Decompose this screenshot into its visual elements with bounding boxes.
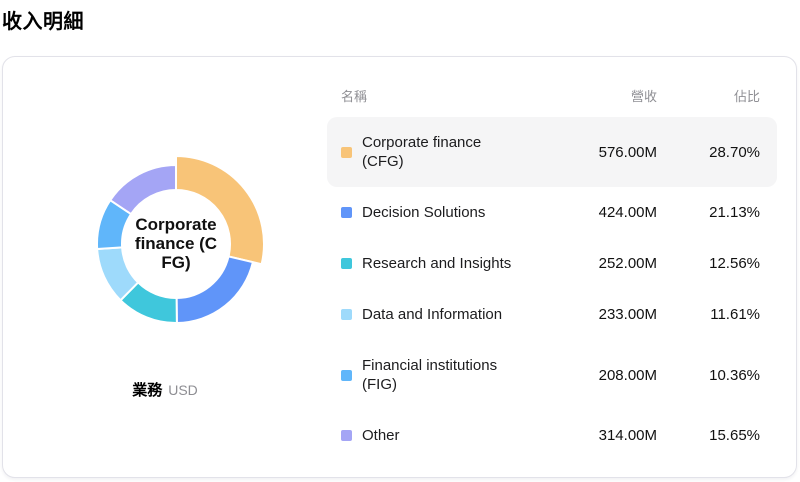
series-name-cell: Financial institutions (FIG) [341, 356, 552, 394]
series-name-cell: Decision Solutions [341, 203, 552, 222]
series-share-value: 21.13% [709, 204, 760, 221]
series-color-marker-icon [341, 369, 352, 381]
series-revenue-value: 252.00M [598, 255, 657, 272]
table-row[interactable]: Financial institutions (FIG) 208.00M 10.36% [327, 340, 777, 410]
series-name-cell: Other [341, 426, 552, 445]
series-name-label: Decision Solutions [362, 204, 486, 221]
donut-slice[interactable] [175, 155, 265, 266]
series-revenue-value: 576.00M [598, 143, 657, 161]
series-revenue-value: 208.00M [598, 366, 657, 384]
header-revenue: 營收 [630, 89, 657, 104]
table-header-row: 名稱 營收 佔比 [327, 87, 777, 104]
currency-unit-label: USD [168, 382, 198, 398]
series-share-value: 10.36% [709, 366, 760, 384]
table-row[interactable]: Corporate finance (CFG) 576.00M 28.70% [327, 117, 777, 187]
donut-slice[interactable] [109, 164, 177, 216]
series-color-marker-icon [341, 207, 352, 218]
revenue-breakdown-card: Corporate finance (C FG) 業務 USD 名稱 營收 佔比 Co… [2, 56, 797, 478]
series-revenue-value: 233.00M [598, 306, 657, 323]
table-row[interactable]: Other 314.00M 15.65% [327, 410, 777, 461]
series-name-label: Research and Insights [362, 255, 512, 272]
series-name-label: Financial institutions (FIG) [362, 357, 498, 393]
series-table-body: Corporate finance (CFG) 576.00M 28.70% Decis… [327, 117, 777, 461]
series-name-label: Other [362, 427, 400, 444]
header-share: 佔比 [733, 89, 760, 104]
chart-footer: 業務 USD [3, 379, 327, 400]
series-color-marker-icon [341, 146, 352, 158]
table-row[interactable]: Research and Insights 252.00M 12.56% [327, 238, 777, 289]
series-table: 名稱 營收 佔比 Corporate finance (CFG) 576.00M 28… [327, 87, 777, 461]
series-name-label: Corporate finance (CFG) [362, 134, 482, 170]
dimension-label: 業務 [132, 382, 163, 399]
series-name-cell: Corporate finance (CFG) [341, 133, 552, 171]
donut-chart [96, 155, 265, 325]
header-name: 名稱 [341, 89, 368, 104]
series-share-value: 12.56% [709, 255, 760, 272]
table-row[interactable]: Decision Solutions 424.00M 21.13% [327, 187, 777, 238]
series-color-marker-icon [341, 309, 352, 320]
series-color-marker-icon [341, 258, 352, 269]
series-name-label: Data and Information [362, 306, 503, 323]
series-name-cell: Data and Information [341, 305, 552, 324]
page-title: 收入明細 [2, 11, 84, 33]
series-name-cell: Research and Insights [341, 254, 552, 273]
series-color-marker-icon [341, 430, 352, 441]
series-share-value: 28.70% [709, 143, 760, 161]
table-row[interactable]: Data and Information 233.00M 11.61% [327, 289, 777, 340]
donut-slice[interactable] [175, 255, 254, 324]
series-share-value: 11.61% [710, 306, 760, 323]
series-revenue-value: 314.00M [598, 427, 657, 444]
series-revenue-value: 424.00M [598, 204, 657, 221]
series-share-value: 15.65% [709, 427, 760, 444]
